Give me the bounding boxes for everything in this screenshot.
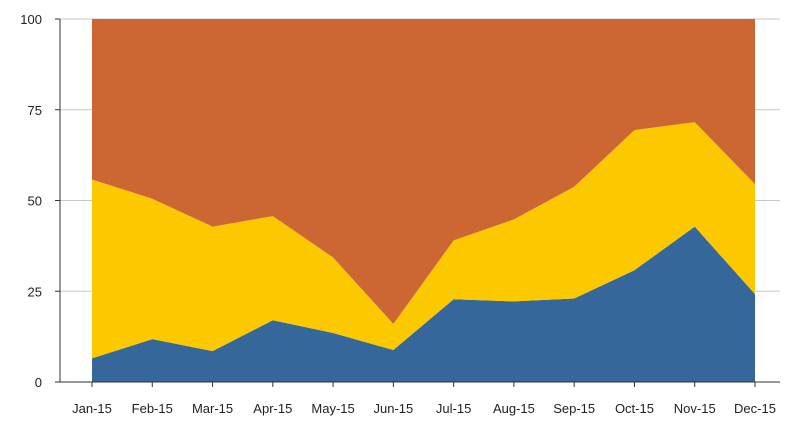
x-tick-label: Dec-15 xyxy=(734,401,776,416)
y-tick-label: 100 xyxy=(20,12,42,27)
y-axis-ticks: 0 25 50 75 100 xyxy=(20,12,60,390)
x-tick-label: May-15 xyxy=(311,401,354,416)
x-tick-label: Apr-15 xyxy=(253,401,292,416)
x-tick-label: Oct-15 xyxy=(615,401,654,416)
area-series-3 xyxy=(92,19,755,324)
x-tick-label: Sep-15 xyxy=(553,401,595,416)
x-tick-label: Jan-15 xyxy=(72,401,112,416)
x-tick-label: Aug-15 xyxy=(493,401,535,416)
x-tick-label: Mar-15 xyxy=(192,401,233,416)
x-tick-label: Jul-15 xyxy=(436,401,471,416)
area-series-1 xyxy=(92,226,755,382)
x-tick-label: Jun-15 xyxy=(373,401,413,416)
area-series-2 xyxy=(92,122,755,359)
x-tick-label: Feb-15 xyxy=(132,401,173,416)
x-tick-label: Nov-15 xyxy=(674,401,716,416)
y-tick-label: 50 xyxy=(28,194,42,209)
y-tick-label: 25 xyxy=(28,284,42,299)
y-tick-label: 75 xyxy=(28,103,42,118)
x-axis-ticks: Jan-15 Feb-15 Mar-15 Apr-15 May-15 Jun-15 Jul-… xyxy=(72,382,776,416)
y-tick-label: 0 xyxy=(35,375,42,390)
area-series xyxy=(92,19,755,382)
